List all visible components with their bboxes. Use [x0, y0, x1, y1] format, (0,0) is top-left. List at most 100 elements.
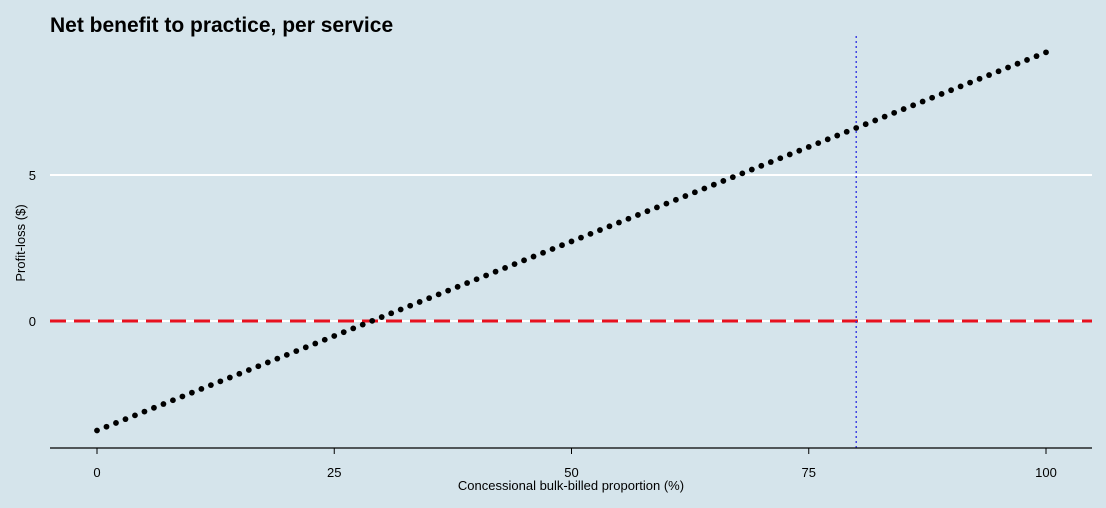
data-point — [245, 367, 252, 373]
data-point — [359, 321, 366, 328]
data-point — [900, 106, 907, 112]
data-point — [502, 264, 508, 271]
data-point — [293, 348, 300, 354]
data-point — [445, 287, 452, 294]
data-point — [207, 382, 214, 389]
data-point — [919, 98, 926, 105]
data-point — [635, 212, 641, 218]
data-point — [483, 272, 489, 279]
data-point — [710, 181, 717, 188]
data-point — [350, 325, 357, 332]
data-point — [691, 189, 698, 196]
data-point — [805, 143, 812, 150]
x-axis-label: Concessional bulk-billed proportion (%) — [458, 478, 684, 493]
data-points — [94, 49, 1049, 434]
data-point — [929, 94, 936, 101]
data-point — [986, 72, 992, 78]
data-point — [1024, 57, 1030, 63]
data-point — [302, 344, 309, 351]
x-tick-label: 0 — [93, 465, 100, 480]
data-point — [758, 162, 765, 169]
x-tick-label: 25 — [327, 465, 341, 480]
data-point — [625, 215, 632, 222]
data-point — [492, 268, 499, 275]
data-point — [435, 291, 442, 298]
data-point — [578, 234, 584, 241]
data-point — [720, 178, 727, 184]
data-point — [511, 261, 518, 268]
data-point — [853, 125, 860, 131]
data-point — [94, 427, 100, 434]
y-axis-label: Profit-loss ($) — [13, 204, 28, 281]
data-point — [236, 370, 243, 377]
data-point — [397, 306, 404, 313]
data-point — [388, 310, 395, 317]
data-point — [739, 170, 746, 177]
data-point — [198, 386, 205, 392]
data-point — [464, 280, 471, 286]
data-point — [682, 193, 689, 199]
x-tick-label: 75 — [802, 465, 816, 480]
data-point — [1005, 64, 1011, 71]
data-point — [226, 374, 233, 381]
data-point — [891, 109, 898, 116]
data-point — [132, 412, 138, 419]
x-tick-label: 50 — [564, 465, 578, 480]
data-point — [113, 420, 119, 426]
data-point — [815, 140, 822, 147]
data-point — [786, 151, 793, 158]
data-point — [767, 159, 774, 165]
y-tick-label: 0 — [29, 314, 36, 329]
data-point — [1033, 53, 1040, 60]
data-point — [967, 79, 973, 86]
data-point — [1014, 60, 1021, 67]
data-point — [521, 257, 527, 264]
data-point — [141, 408, 148, 415]
data-point — [407, 302, 414, 309]
data-point — [530, 253, 537, 260]
grid-layer — [50, 174, 1092, 322]
data-point — [568, 238, 575, 245]
data-point — [843, 128, 850, 135]
tick-labels: 0 25 50 75 100 0 5 — [29, 168, 1057, 480]
data-point — [255, 363, 262, 370]
data-point — [122, 416, 129, 423]
data-point — [644, 208, 651, 215]
data-point — [189, 389, 195, 396]
data-point — [160, 401, 167, 407]
data-point — [559, 242, 565, 249]
data-point — [1043, 49, 1049, 56]
data-point — [454, 283, 461, 290]
data-point — [587, 230, 594, 237]
data-point — [426, 295, 433, 302]
data-point — [340, 329, 347, 336]
data-point — [862, 121, 869, 128]
data-point — [331, 333, 338, 339]
reference-lines — [50, 36, 1092, 448]
data-point — [378, 314, 385, 320]
data-point — [796, 147, 803, 154]
data-point — [597, 227, 603, 233]
data-point — [995, 68, 1002, 75]
data-point — [606, 223, 613, 230]
data-point — [824, 136, 831, 143]
data-point — [473, 276, 480, 283]
data-point — [881, 113, 888, 120]
data-point — [672, 196, 679, 203]
data-point — [540, 249, 546, 256]
data-point — [654, 204, 660, 211]
data-point — [616, 219, 622, 226]
data-point — [976, 75, 983, 82]
data-point — [834, 132, 841, 139]
data-point — [274, 355, 281, 362]
data-point — [957, 83, 964, 90]
x-tick-label: 100 — [1035, 465, 1057, 480]
data-point — [910, 102, 917, 109]
data-point — [264, 359, 271, 366]
x-axis — [50, 447, 1092, 454]
y-tick-label: 5 — [29, 168, 36, 183]
data-point — [103, 423, 110, 430]
data-point — [701, 185, 708, 192]
data-point — [321, 336, 328, 343]
